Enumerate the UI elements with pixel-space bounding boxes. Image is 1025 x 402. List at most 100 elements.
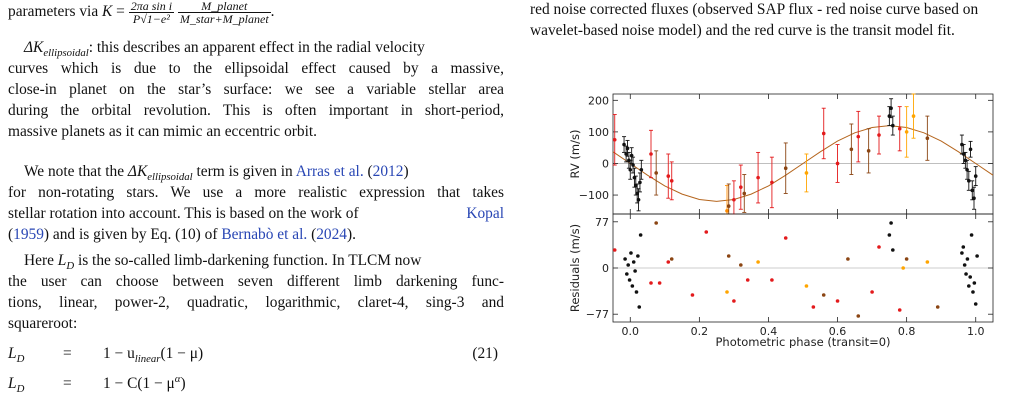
data-point xyxy=(897,126,902,131)
x-tick-label: 0.4 xyxy=(760,325,778,338)
paragraph-line: close-in planet on the star’s surface: w… xyxy=(8,81,504,98)
citation-year-link[interactable]: 1959 xyxy=(13,226,44,243)
data-point xyxy=(889,221,893,225)
data-point xyxy=(962,263,967,267)
data-point xyxy=(666,174,671,178)
data-point xyxy=(846,257,850,261)
paragraph-line: curves which is due to the ellipsoidal e… xyxy=(8,60,504,77)
data-point xyxy=(783,236,788,240)
data-point xyxy=(732,299,736,303)
paragraph-line: Here LD is the so-called limb-darkening … xyxy=(24,252,422,272)
data-point xyxy=(629,251,633,255)
data-point xyxy=(972,196,976,201)
x-axis-label: Photometric phase (transit=0) xyxy=(715,335,890,348)
y-tick-label: 100 xyxy=(588,126,609,139)
data-point xyxy=(726,254,731,258)
data-point xyxy=(804,284,809,288)
residuals-panel: 77 0 −77 Residuals (m/s) xyxy=(568,213,994,323)
data-point xyxy=(866,149,871,153)
data-point xyxy=(965,257,970,261)
x-axis: 0.0 0.2 0.4 0.6 0.8 1.0 Photometric phase (tra… xyxy=(622,325,985,348)
y-tick-label: −77 xyxy=(586,308,609,321)
data-point xyxy=(649,152,653,156)
data-point xyxy=(725,209,729,213)
data-point xyxy=(634,183,638,188)
data-point xyxy=(612,137,617,142)
data-point xyxy=(975,254,979,258)
data-point xyxy=(649,281,653,285)
data-point xyxy=(911,114,916,118)
data-point xyxy=(961,245,966,249)
data-point xyxy=(783,166,788,171)
data-point xyxy=(638,233,643,237)
delta-k-symbol: ΔK xyxy=(24,39,44,56)
formula-lhs: K xyxy=(102,3,113,21)
citation-link[interactable]: Kopal xyxy=(466,205,504,222)
model-curve xyxy=(612,125,994,202)
citation-year-link[interactable]: 2012 xyxy=(372,163,404,180)
data-point xyxy=(639,167,644,172)
data-point xyxy=(891,248,895,252)
y-axis-label: RV (m/s) xyxy=(568,130,582,179)
y-tick-label: 200 xyxy=(588,94,609,107)
data-point xyxy=(968,147,973,152)
data-point xyxy=(623,257,627,261)
x-tick-label: 0.8 xyxy=(898,325,916,338)
figure-caption-line: red noise corrected fluxes (observed SAP… xyxy=(530,1,979,18)
formula-equals: = xyxy=(116,3,125,21)
data-point xyxy=(835,161,840,166)
data-point xyxy=(935,305,940,309)
y-tick-label: 0 xyxy=(602,157,609,170)
data-point xyxy=(630,284,635,288)
y-tick-label: 77 xyxy=(595,216,609,229)
data-point xyxy=(756,175,760,180)
y-tick-label: −100 xyxy=(579,189,609,202)
data-point xyxy=(856,314,861,318)
paragraph-line: We note that the ΔKellipsoidal term is g… xyxy=(24,163,409,183)
rv-panel: 200 100 0 −100 RV (m/s) xyxy=(568,93,994,215)
data-point xyxy=(804,171,809,175)
data-point xyxy=(657,281,662,285)
data-point xyxy=(770,278,774,282)
data-point xyxy=(628,167,633,172)
y-tick-label: 0 xyxy=(602,262,609,275)
data-point xyxy=(889,106,893,111)
paragraph-line: ΔKellipsoidal: this describes an apparen… xyxy=(24,39,425,59)
data-point xyxy=(904,257,909,261)
citation-year-link[interactable]: 2024 xyxy=(316,226,347,243)
equation-number: (21) xyxy=(472,345,498,362)
data-point xyxy=(856,134,861,139)
citation-link[interactable]: Bernabò et al. xyxy=(221,226,308,243)
data-point xyxy=(887,233,892,237)
data-point xyxy=(967,284,971,288)
x-tick-label: 1.0 xyxy=(967,325,985,338)
data-point xyxy=(904,130,909,134)
data-point xyxy=(968,275,972,279)
data-point xyxy=(973,174,978,178)
data-point xyxy=(811,305,816,309)
data-point xyxy=(654,171,658,175)
data-point xyxy=(622,142,626,147)
data-point xyxy=(835,299,840,303)
data-point xyxy=(970,188,975,193)
data-point xyxy=(627,278,632,282)
data-point xyxy=(612,248,617,252)
data-point xyxy=(635,191,639,196)
data-point xyxy=(960,251,964,255)
data-point xyxy=(745,278,750,282)
data-point xyxy=(654,221,658,225)
paragraph-line: (1959) and is given by Eq. (10) of Berna… xyxy=(8,226,356,243)
paragraph-line: stellar rotation into account. This is b… xyxy=(8,204,504,225)
x-tick-label: 0.2 xyxy=(691,325,709,338)
data-point xyxy=(925,260,930,264)
data-point xyxy=(972,281,977,285)
formula-fraction-1: 2πa sin i P√1−e² xyxy=(128,0,175,26)
citation-link[interactable]: Arras et al. xyxy=(295,163,364,180)
data-point xyxy=(725,290,729,294)
data-point xyxy=(877,133,881,137)
data-point xyxy=(877,245,881,249)
data-point xyxy=(925,136,930,141)
data-point xyxy=(739,263,743,267)
paragraph-line: the user can choose between seven differ… xyxy=(8,273,504,290)
data-point xyxy=(666,260,671,264)
